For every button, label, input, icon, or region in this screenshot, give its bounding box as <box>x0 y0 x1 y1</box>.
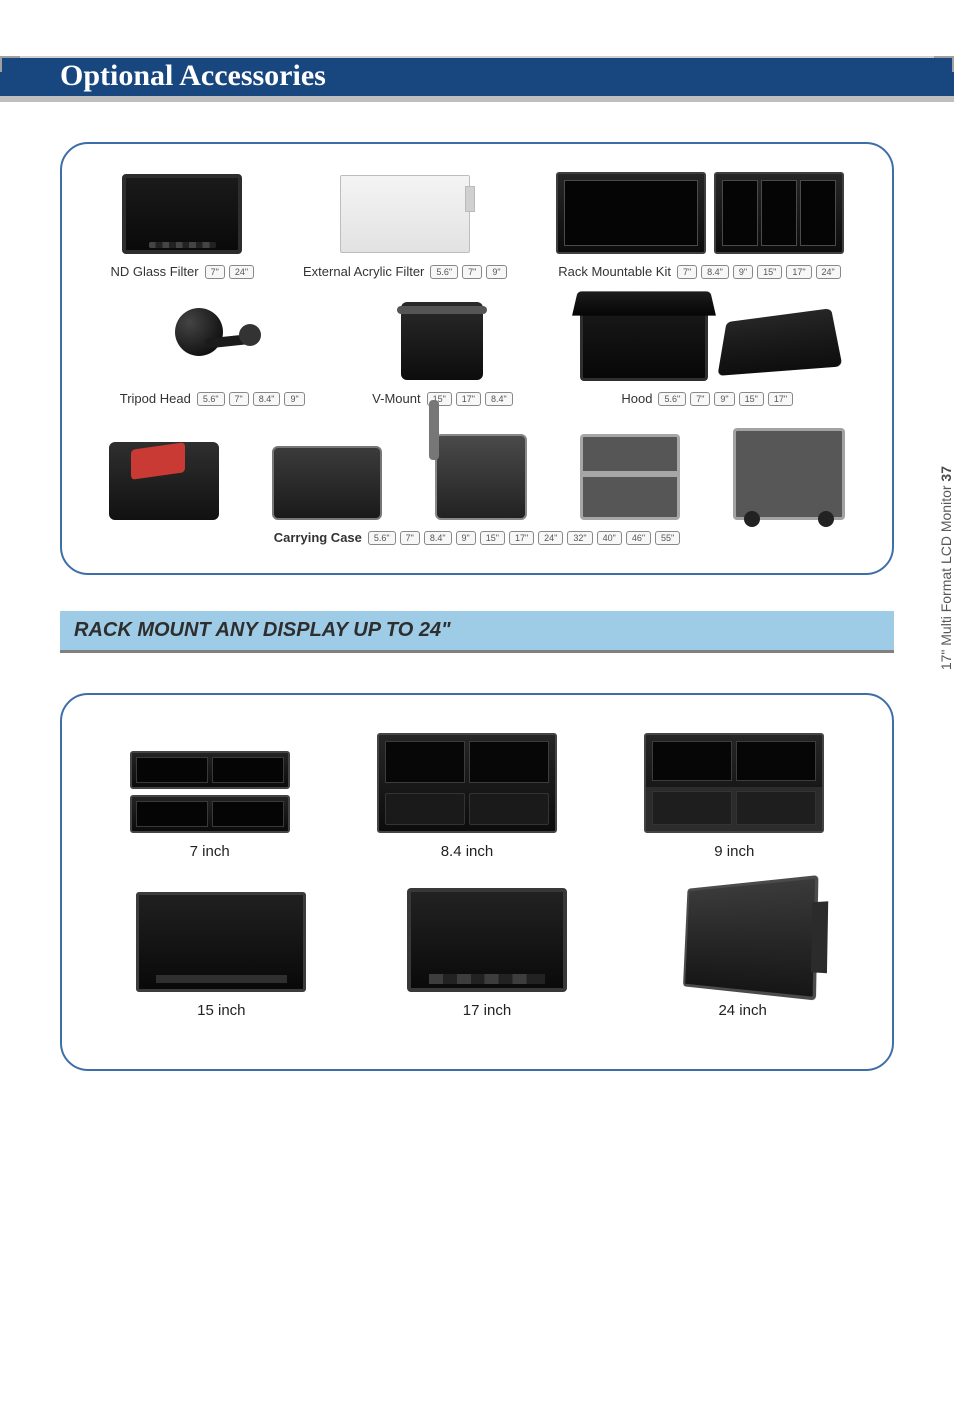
rack-kit-sizes: 7" 8.4" 9" 15" 17" 24" <box>677 265 841 279</box>
accessories-panel: ND Glass Filter 7" 24" External Acrylic F… <box>60 142 894 575</box>
size-chip: 7" <box>462 265 482 279</box>
size-chip: 5.6" <box>197 392 225 406</box>
size-chip: 8.4" <box>424 531 452 545</box>
size-chip: 7" <box>229 392 249 406</box>
size-chip: 5.6" <box>368 531 396 545</box>
side-page-number: 37 <box>938 466 954 482</box>
rackmount-24-image <box>683 875 818 1000</box>
rackmount-24: 24 inch <box>668 882 818 1019</box>
carrying-case-hard-2 <box>435 434 527 520</box>
size-chip: 8.4" <box>485 392 513 406</box>
size-chip: 9" <box>486 265 506 279</box>
size-chip: 8.4" <box>701 265 729 279</box>
tripod-sizes: 5.6" 7" 8.4"9" <box>197 392 305 406</box>
rackmount-9: 9 inch <box>644 733 824 860</box>
size-chip: 15" <box>480 531 505 545</box>
acrylic-sizes: 5.6" 7" 9" <box>430 265 506 279</box>
carrying-case-big <box>733 428 845 520</box>
tripod-image <box>167 302 257 380</box>
side-page-label-text: 17" Multi Format LCD Monitor <box>938 482 954 671</box>
accessory-tripod: Tripod Head 5.6" 7" 8.4"9" <box>120 301 305 406</box>
size-chip: 15" <box>739 392 764 406</box>
rackmount-7-image <box>130 751 290 833</box>
accessory-acrylic: External Acrylic Filter 5.6" 7" 9" <box>303 174 507 279</box>
size-chip: 24" <box>229 265 254 279</box>
rack-kit-label: Rack Mountable Kit <box>558 264 671 279</box>
rack-kit-image-2 <box>714 172 844 254</box>
vmount-image <box>401 302 483 380</box>
size-chip: 9" <box>714 392 734 406</box>
nd-glass-label: ND Glass Filter <box>110 264 198 279</box>
carrying-label: Carrying Case <box>274 530 362 545</box>
nd-glass-image <box>122 174 242 254</box>
hood-only-image <box>718 308 843 376</box>
nd-glass-sizes: 7" 24" <box>205 265 254 279</box>
rackmount-17-label: 17 inch <box>463 1002 511 1019</box>
size-chip: 15" <box>757 265 782 279</box>
size-chip: 17" <box>456 392 481 406</box>
rackmount-8-4-image <box>377 733 557 833</box>
size-chip: 9" <box>733 265 753 279</box>
size-chip: 7" <box>205 265 225 279</box>
rackmount-7-label: 7 inch <box>190 843 230 860</box>
size-chip: 32" <box>567 531 592 545</box>
size-chip: 8.4" <box>253 392 281 406</box>
size-chip: 24" <box>816 265 841 279</box>
hood-sizes: 5.6" 7" 9" 15" 17" <box>658 392 793 406</box>
acrylic-image <box>340 175 470 253</box>
size-chip: 7" <box>690 392 710 406</box>
side-page-label: 17" Multi Format LCD Monitor 37 <box>938 466 954 670</box>
page-crop-marks <box>0 56 954 70</box>
size-chip: 7" <box>677 265 697 279</box>
size-chip: 46" <box>626 531 651 545</box>
accessory-vmount: V-Mount 15"17"8.4" <box>372 301 513 406</box>
acrylic-label: External Acrylic Filter <box>303 264 424 279</box>
rackmount-15-image <box>136 892 306 992</box>
hood-label: Hood <box>621 391 652 406</box>
size-chip: 17" <box>786 265 811 279</box>
hood-monitor-image <box>580 301 708 381</box>
rackmount-panel: 7 inch 8.4 inch 9 inch 15 inch 17 inch <box>60 693 894 1071</box>
size-chip: 55" <box>655 531 680 545</box>
size-chip: 5.6" <box>430 265 458 279</box>
rackmount-9-image <box>644 733 824 833</box>
size-chip: 17" <box>768 392 793 406</box>
vmount-label: V-Mount <box>372 391 420 406</box>
vmount-sizes: 15"17"8.4" <box>427 392 513 406</box>
rackmount-15-label: 15 inch <box>197 1002 245 1019</box>
carrying-sizes: 5.6" 7" 8.4" 9" 15" 17" 24" 32" 40" 46" 55" <box>368 531 680 545</box>
size-chip: 9" <box>284 392 304 406</box>
tripod-label: Tripod Head <box>120 391 191 406</box>
size-chip: 40" <box>597 531 622 545</box>
rackmount-9-label: 9 inch <box>714 843 754 860</box>
rackmount-section-heading: RACK MOUNT ANY DISPLAY UP TO 24" <box>60 611 894 653</box>
carrying-case-flight <box>580 434 680 520</box>
rack-kit-image-1 <box>556 172 706 254</box>
accessory-carrying <box>86 428 868 520</box>
accessory-hood: Hood 5.6" 7" 9" 15" 17" <box>580 301 834 406</box>
rackmount-8-4: 8.4 inch <box>377 733 557 860</box>
rackmount-7: 7 inch <box>130 751 290 860</box>
size-chip: 24" <box>538 531 563 545</box>
size-chip: 5.6" <box>658 392 686 406</box>
rackmount-17-image <box>407 888 567 992</box>
size-chip: 7" <box>400 531 420 545</box>
rackmount-15: 15 inch <box>136 892 306 1019</box>
carrying-case-hard-1 <box>272 446 382 520</box>
rackmount-8-4-label: 8.4 inch <box>441 843 494 860</box>
rackmount-17: 17 inch <box>407 888 567 1019</box>
accessory-nd-glass: ND Glass Filter 7" 24" <box>110 174 254 279</box>
size-chip: 17" <box>509 531 534 545</box>
rackmount-24-label: 24 inch <box>718 1002 766 1019</box>
size-chip: 9" <box>456 531 476 545</box>
accessory-rack-kit: Rack Mountable Kit 7" 8.4" 9" 15" 17" 24" <box>556 172 844 279</box>
carrying-case-soft <box>109 442 219 520</box>
